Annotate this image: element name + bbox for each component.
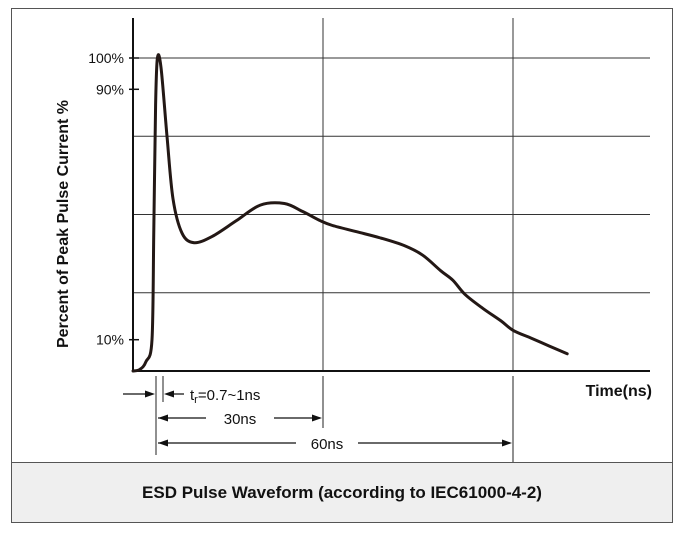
dim-60ns-label: 60ns	[311, 436, 344, 453]
timing-dimensions: tr=0.7~1ns 30ns 60ns	[123, 376, 514, 462]
figure-frame: ESD Pulse Waveform (according to IEC6100…	[11, 8, 673, 523]
rise-time-arrowhead-left	[145, 390, 155, 398]
figure-caption: ESD Pulse Waveform (according to IEC6100…	[142, 482, 542, 502]
rise-time-label: tr=0.7~1ns	[190, 387, 260, 406]
y-tick-labels: 10% 90% 100%	[88, 50, 139, 348]
axes	[132, 18, 650, 372]
y-tick-label: 90%	[96, 81, 124, 97]
waveform-curve	[131, 53, 569, 373]
dim-30ns-label: 30ns	[224, 411, 257, 428]
dim-30ns-arrowhead-right	[312, 414, 322, 422]
x-axis-label: Time(ns)	[586, 383, 652, 400]
caption-bar: ESD Pulse Waveform (according to IEC6100…	[12, 462, 672, 522]
y-tick-label: 10%	[96, 332, 124, 348]
grid-lines	[133, 18, 650, 371]
y-axis-label: Percent of Peak Pulse Current %	[55, 100, 72, 348]
rise-time-arrowhead-right	[164, 390, 174, 398]
y-tick-label: 100%	[88, 50, 124, 66]
dim-60ns-arrowhead-right	[502, 439, 512, 447]
